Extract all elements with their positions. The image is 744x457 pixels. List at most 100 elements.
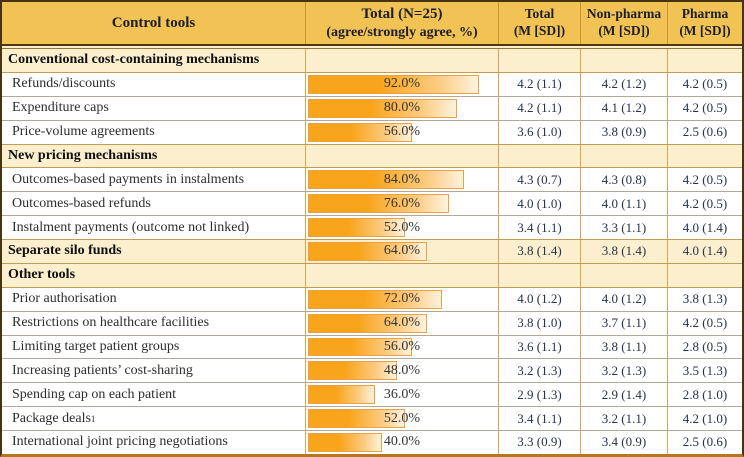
total-msd-value: 3.3 (0.9) [498, 431, 580, 454]
table-row: Refunds/discounts 92.0% 4.2 (1.1) 4.2 (1.2)… [2, 71, 742, 96]
nonpharma-msd-value: 4.2 (1.2) [580, 72, 667, 96]
percent-bar [308, 122, 413, 142]
row-label-cell: Limiting target patient groups [2, 336, 305, 359]
percent-bar-cell: 36.0% [305, 383, 498, 407]
column-header-label: Total (N=25) [361, 5, 443, 22]
percent-value-label: 40.0% [383, 434, 421, 450]
total-msd-value: 4.2 (1.1) [498, 96, 580, 120]
table-row: Price-volume agreements 56.0% 3.6 (1.0) 3.8… [2, 119, 742, 144]
pharma-msd-value: 4.2 (0.5) [667, 72, 742, 96]
section-row: New pricing mechanisms [2, 143, 742, 168]
row-label-cell: Spending cap on each patient [2, 383, 305, 406]
percent-bar-cell: 52.0% [305, 216, 498, 239]
row-label-cell: Expenditure caps [2, 97, 305, 120]
row-label: Limiting target patient groups [12, 338, 180, 354]
nonpharma-msd-value: 3.7 (1.1) [580, 311, 667, 335]
total-msd-value: 3.4 (1.1) [498, 407, 580, 430]
total-msd-value: 3.8 (1.4) [498, 240, 580, 263]
percent-bar-cell: 64.0% [305, 311, 498, 335]
row-label: Other tools [8, 267, 76, 283]
total-msd-value: 3.8 (1.0) [498, 311, 580, 335]
column-header-total-pct: Total (N=25) (agree/strongly agree, %) [305, 2, 498, 44]
percent-bar [308, 74, 480, 94]
column-header-pharma-msd: Pharma (M [SD]) [667, 2, 742, 44]
table-row: Separate silo funds 64.0% 3.8 (1.4) 3.8 (1.… [2, 239, 742, 263]
percent-bar-track [308, 289, 494, 309]
column-header-label: Total [524, 6, 555, 22]
row-label: International joint pricing negotiations [12, 434, 228, 450]
percent-bar [308, 385, 375, 405]
percent-value-label: 52.0% [383, 410, 421, 426]
nonpharma-msd-value [580, 49, 667, 72]
total-msd-value [498, 263, 580, 287]
column-header-label: Pharma [681, 6, 729, 22]
percent-bar [308, 194, 450, 214]
total-msd-value: 3.6 (1.1) [498, 335, 580, 359]
column-header-nonpharma-msd: Non-pharma (M [SD]) [580, 2, 667, 44]
percent-value-label: 36.0% [383, 386, 421, 402]
total-msd-value: 2.9 (1.3) [498, 383, 580, 407]
row-label-cell: International joint pricing negotiations [2, 431, 305, 454]
percent-bar-track [308, 170, 494, 190]
table-body: Conventional cost-containing mechanisms R… [2, 49, 742, 454]
percent-bar-cell: 80.0% [305, 96, 498, 120]
percent-bar [308, 433, 383, 452]
percent-bar-cell: 56.0% [305, 335, 498, 359]
percent-value-label: 52.0% [383, 219, 421, 235]
column-header-label: Control tools [111, 14, 196, 31]
row-label-cell: Instalment payments (outcome not linked) [2, 216, 305, 239]
row-label-cell: Prior authorisation [2, 288, 305, 311]
column-header-label: Non-pharma [586, 6, 662, 22]
row-label-cell: Other tools [2, 264, 305, 287]
nonpharma-msd-value: 3.4 (0.9) [580, 431, 667, 454]
pharma-msd-value: 2.5 (0.6) [667, 431, 742, 454]
pharma-msd-value: 4.0 (1.4) [667, 240, 742, 263]
table-row: Increasing patients’ cost-sharing 48.0% 3.… [2, 358, 742, 383]
row-label: Outcomes-based refunds [12, 195, 151, 211]
table-row: Outcomes-based refunds 76.0% 4.0 (1.0) 4.0 … [2, 191, 742, 216]
percent-bar [308, 170, 465, 190]
percent-bar [308, 409, 405, 428]
percent-bar-track [308, 385, 494, 405]
nonpharma-msd-value: 4.0 (1.1) [580, 192, 667, 216]
row-label: Separate silo funds [8, 243, 122, 259]
table-row: Outcomes-based payments in instalments 84… [2, 167, 742, 192]
percent-bar-cell: 84.0% [305, 168, 498, 192]
pharma-msd-value [667, 49, 742, 72]
row-label: Instalment payments (outcome not linked) [12, 219, 250, 235]
percent-bar-cell: 64.0% [305, 240, 498, 263]
table-row: Package deals 1 52.0% 3.4 (1.1) 3.2 (1.1) 4.2… [2, 406, 742, 430]
row-label-cell: Restrictions on healthcare facilities [2, 312, 305, 335]
total-msd-value [498, 49, 580, 72]
percent-value-label: 92.0% [383, 76, 421, 92]
total-msd-value: 3.2 (1.3) [498, 359, 580, 383]
percent-bar-track [308, 122, 494, 142]
row-label: Outcomes-based payments in instalments [12, 171, 245, 187]
nonpharma-msd-value: 4.1 (1.2) [580, 96, 667, 120]
percent-value-label: 84.0% [383, 171, 421, 187]
row-label-cell: Refunds/discounts [2, 73, 305, 96]
total-msd-value: 4.2 (1.1) [498, 72, 580, 96]
column-header-total-msd: Total (M [SD]) [498, 2, 580, 44]
pharma-msd-value [667, 144, 742, 168]
percent-bar-cell: 40.0% [305, 431, 498, 454]
pharma-msd-value: 4.2 (0.5) [667, 311, 742, 335]
row-label-cell: Outcomes-based refunds [2, 192, 305, 215]
row-label: Refunds/discounts [12, 76, 116, 92]
row-label: Price-volume agreements [12, 124, 155, 140]
nonpharma-msd-value: 4.3 (0.8) [580, 168, 667, 192]
percent-bar-track [308, 361, 494, 381]
percent-bar [308, 98, 457, 118]
percent-bar-track [308, 433, 494, 452]
pharma-msd-value: 4.2 (0.5) [667, 96, 742, 120]
nonpharma-msd-value: 4.0 (1.2) [580, 287, 667, 311]
header-divider [2, 44, 742, 49]
percent-bar-cell: 92.0% [305, 72, 498, 96]
percent-bar-track [308, 194, 494, 214]
nonpharma-msd-value: 3.2 (1.1) [580, 407, 667, 430]
nonpharma-msd-value [580, 263, 667, 287]
percent-bar-cell: 76.0% [305, 192, 498, 216]
percent-bar-track [308, 242, 494, 261]
row-label: New pricing mechanisms [8, 147, 158, 163]
